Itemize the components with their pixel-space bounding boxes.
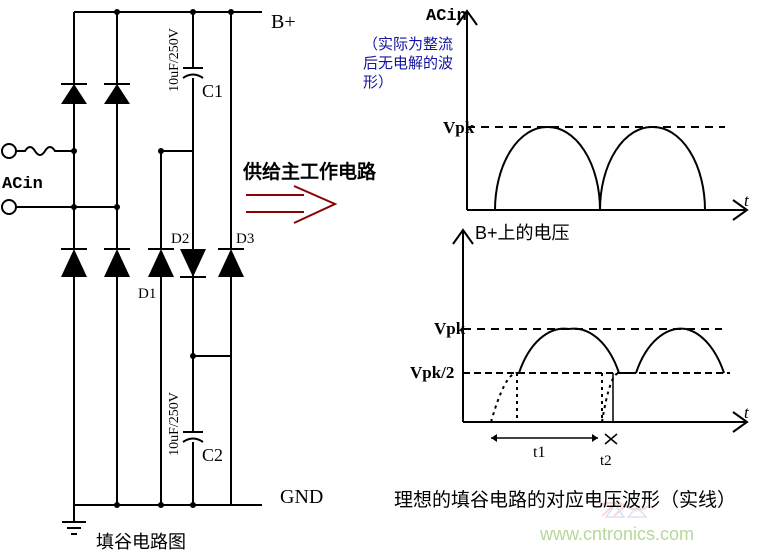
svg-text:B+上的电压: B+上的电压 [475,223,570,243]
svg-text:后无电解的波: 后无电解的波 [363,55,453,72]
svg-text:D3: D3 [236,231,254,247]
svg-text:GND: GND [280,486,323,508]
svg-text:填谷电路图: 填谷电路图 [96,532,186,552]
svg-text:ACin: ACin [2,175,43,194]
svg-text:www.cntronics.com: www.cntronics.com [539,524,694,544]
svg-text:t: t [744,191,750,210]
svg-text:Vpk: Vpk [443,118,475,137]
svg-text:（实际为整流: （实际为整流 [363,36,453,53]
svg-text:C2: C2 [202,445,223,465]
svg-text:10uF/250V: 10uF/250V [167,392,182,456]
svg-text:t2: t2 [600,453,612,469]
svg-text:t: t [744,403,750,422]
svg-text:B+: B+ [271,11,296,33]
svg-text:供给主工作电路: 供给主工作电路 [242,160,377,183]
svg-text:Vpk: Vpk [434,319,466,338]
svg-text:C1: C1 [202,81,223,101]
svg-text:10uF/250V: 10uF/250V [167,28,182,92]
svg-text:ACin: ACin [426,7,467,26]
svg-text:理想的填谷电路的对应电压波形（实线）: 理想的填谷电路的对应电压波形（实线） [394,489,736,511]
svg-text:形）: 形） [363,74,393,91]
svg-text:Vpk/2: Vpk/2 [410,363,454,382]
svg-text:D2: D2 [171,231,189,247]
svg-text:t1: t1 [533,444,545,461]
svg-text:D1: D1 [138,286,156,302]
